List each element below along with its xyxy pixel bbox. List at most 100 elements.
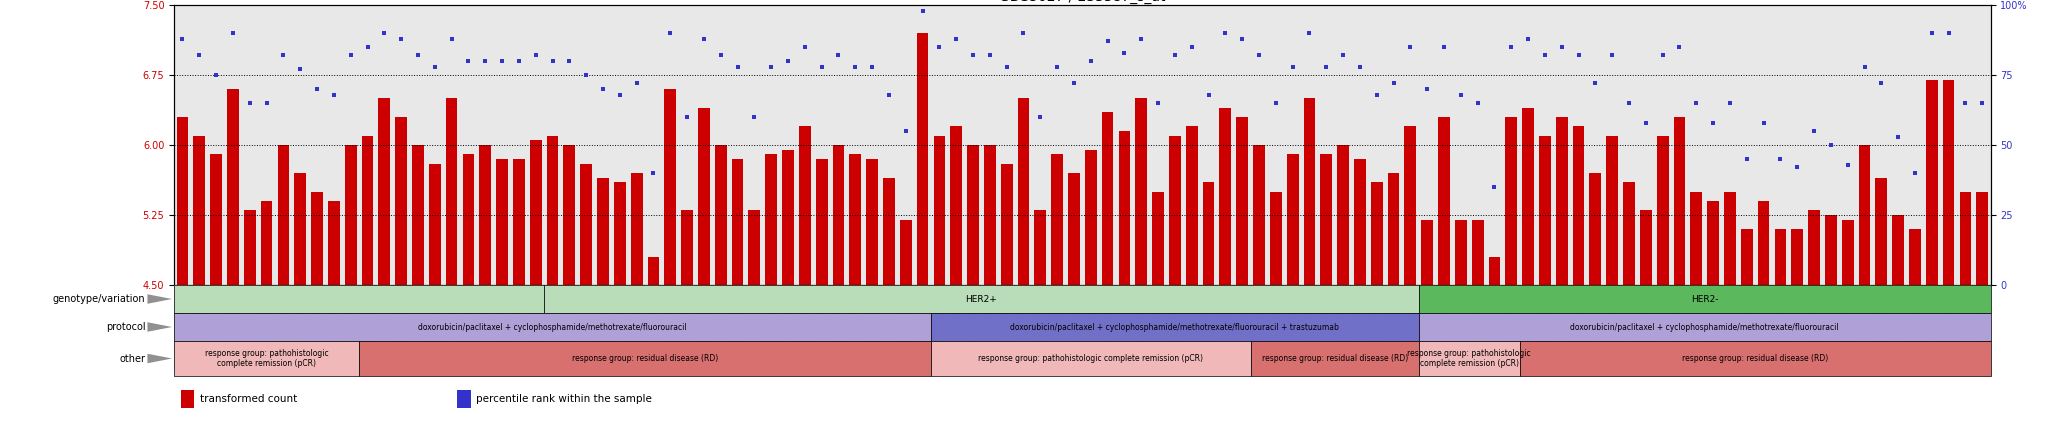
- Text: GSM1233091: GSM1233091: [852, 288, 858, 323]
- Bar: [1419, 313, 1991, 341]
- Bar: [715, 145, 727, 285]
- Bar: [446, 98, 457, 285]
- Bar: [428, 164, 440, 285]
- Text: GSM1233002: GSM1233002: [197, 288, 203, 323]
- Text: GSM1233025: GSM1233025: [551, 288, 555, 323]
- Bar: [545, 285, 561, 370]
- Text: GSM1233094: GSM1233094: [1257, 288, 1262, 323]
- Bar: [1757, 201, 1769, 285]
- Bar: [729, 285, 745, 370]
- Text: GSM1233097: GSM1233097: [1274, 288, 1278, 323]
- Bar: [864, 285, 881, 370]
- Bar: [190, 285, 207, 370]
- Point: [1696, 119, 1729, 126]
- Point: [1057, 80, 1090, 87]
- Bar: [1251, 341, 1419, 376]
- Bar: [1573, 126, 1585, 285]
- Point: [1024, 114, 1057, 121]
- Text: GSM1233015: GSM1233015: [248, 288, 252, 323]
- Bar: [496, 159, 508, 285]
- Text: GSM1233030: GSM1233030: [584, 288, 588, 323]
- Bar: [1571, 285, 1587, 370]
- Point: [1427, 44, 1460, 50]
- Bar: [1133, 285, 1149, 370]
- Bar: [897, 285, 913, 370]
- Bar: [561, 285, 578, 370]
- Bar: [426, 285, 442, 370]
- Bar: [678, 285, 696, 370]
- Bar: [1032, 285, 1049, 370]
- Bar: [174, 285, 190, 370]
- Bar: [1100, 285, 1116, 370]
- Text: GSM1233124: GSM1233124: [1694, 288, 1698, 323]
- Bar: [698, 108, 711, 285]
- Bar: [745, 285, 762, 370]
- Bar: [260, 201, 272, 285]
- Text: GSM1233074: GSM1233074: [1171, 288, 1178, 323]
- Bar: [1487, 285, 1503, 370]
- Bar: [545, 285, 1419, 313]
- Bar: [1253, 145, 1266, 285]
- Bar: [834, 145, 844, 285]
- Point: [586, 85, 618, 92]
- Point: [537, 58, 569, 64]
- Text: GSM1233039: GSM1233039: [651, 288, 655, 323]
- Point: [1511, 35, 1544, 42]
- Text: response group: pathohistologic
complete remission (pCR): response group: pathohistologic complete…: [1407, 349, 1532, 368]
- Bar: [242, 285, 258, 370]
- Bar: [1321, 154, 1331, 285]
- Bar: [477, 285, 494, 370]
- Bar: [997, 285, 1016, 370]
- Text: GSM1233136: GSM1233136: [1862, 288, 1868, 323]
- Bar: [1741, 229, 1753, 285]
- Point: [182, 52, 215, 59]
- Bar: [1452, 285, 1468, 370]
- Text: GSM1233009: GSM1233009: [987, 288, 993, 323]
- Text: GSM1233014: GSM1233014: [231, 288, 236, 323]
- Bar: [176, 117, 188, 285]
- Bar: [598, 178, 608, 285]
- Bar: [174, 313, 932, 341]
- Point: [569, 71, 602, 78]
- Bar: [1200, 285, 1217, 370]
- Text: GSM1233125b: GSM1233125b: [1710, 288, 1716, 326]
- Point: [1141, 99, 1174, 106]
- Bar: [379, 98, 391, 285]
- Bar: [1892, 215, 1905, 285]
- Text: GSM1233049: GSM1233049: [297, 288, 303, 323]
- Point: [1260, 99, 1292, 106]
- Text: GSM1233112: GSM1233112: [1323, 288, 1329, 323]
- Bar: [1438, 117, 1450, 285]
- Text: GSM1233093: GSM1233093: [365, 288, 371, 323]
- Bar: [1081, 285, 1100, 370]
- Point: [637, 170, 670, 176]
- Bar: [274, 285, 291, 370]
- Point: [721, 63, 754, 70]
- Bar: [1841, 220, 1853, 285]
- Bar: [1503, 285, 1520, 370]
- Text: GSM1233038: GSM1233038: [635, 288, 639, 323]
- Text: GSM1233078: GSM1233078: [803, 288, 807, 323]
- Bar: [328, 201, 340, 285]
- Bar: [1772, 285, 1788, 370]
- Point: [1395, 44, 1427, 50]
- Text: GSM1233089: GSM1233089: [1223, 288, 1229, 323]
- Text: GSM1233133: GSM1233133: [1812, 288, 1817, 323]
- Text: GSM1233117: GSM1233117: [920, 288, 926, 323]
- Text: GSM1233000: GSM1233000: [1407, 288, 1413, 323]
- Bar: [1909, 229, 1921, 285]
- Point: [604, 91, 637, 98]
- Bar: [1755, 285, 1772, 370]
- Bar: [1673, 117, 1686, 285]
- Bar: [1284, 285, 1300, 370]
- Bar: [410, 285, 426, 370]
- Text: GSM1233140: GSM1233140: [1913, 288, 1917, 323]
- Point: [856, 63, 889, 70]
- Bar: [1960, 192, 1972, 285]
- Bar: [932, 285, 948, 370]
- Bar: [1671, 285, 1688, 370]
- Bar: [1907, 285, 1923, 370]
- Text: GSM1232992: GSM1232992: [399, 288, 403, 323]
- Text: HER2-: HER2-: [1692, 294, 1718, 303]
- Bar: [612, 285, 629, 370]
